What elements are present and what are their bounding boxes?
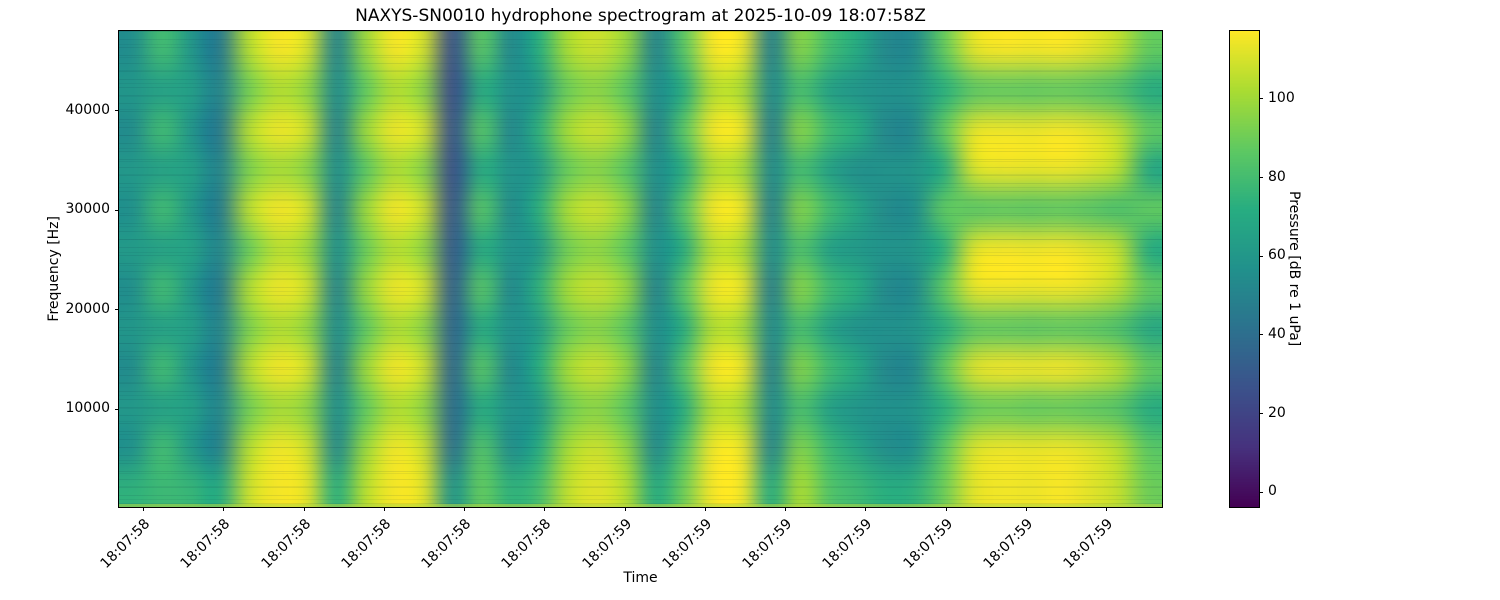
y-tick-mark bbox=[115, 309, 119, 311]
x-tick-label: 18:07:58 bbox=[258, 516, 314, 572]
x-tick-mark bbox=[1106, 507, 1107, 511]
x-tick-mark bbox=[704, 507, 706, 511]
y-tick-mark bbox=[115, 110, 119, 112]
colorbar-tick-mark bbox=[1259, 334, 1263, 336]
chart-title: NAXYS-SN0010 hydrophone spectrogram at 2… bbox=[355, 6, 926, 26]
x-tick-mark bbox=[383, 507, 385, 511]
y-axis-label-text: Frequency [Hz] bbox=[46, 216, 62, 322]
colorbar-label: Pressure [dB re 1 uPa] bbox=[1284, 30, 1304, 508]
colorbar bbox=[1229, 30, 1263, 508]
colorbar-label-text: Pressure [dB re 1 uPa] bbox=[1286, 191, 1302, 347]
x-tick-label: 18:07:59 bbox=[659, 516, 716, 572]
x-tick-mark bbox=[865, 507, 867, 511]
colorbar-tick-mark bbox=[1259, 491, 1263, 493]
x-tick-mark bbox=[464, 507, 465, 511]
x-tick-label: 18:07:59 bbox=[980, 516, 1037, 572]
colorbar-tick-mark bbox=[1259, 177, 1263, 179]
x-tick-label: 18:07:59 bbox=[579, 516, 635, 572]
colorbar-tick-label: 0 bbox=[1268, 483, 1277, 500]
x-tick-label: 18:07:58 bbox=[338, 516, 395, 572]
colorbar-tick-mark bbox=[1259, 98, 1263, 100]
x-axis-label: Time bbox=[623, 570, 658, 586]
colorbar-tick-mark bbox=[1259, 413, 1263, 415]
spectrogram-image bbox=[119, 31, 1162, 507]
x-tick-mark bbox=[945, 507, 947, 511]
x-tick-label: 18:07:59 bbox=[900, 516, 956, 572]
y-axis-label: Frequency [Hz] bbox=[44, 30, 64, 508]
x-tick-label: 18:07:58 bbox=[97, 516, 154, 572]
x-tick-label: 18:07:59 bbox=[739, 516, 796, 572]
x-tick-label: 18:07:59 bbox=[1060, 516, 1117, 572]
x-tick-label: 18:07:58 bbox=[498, 516, 555, 572]
x-tick-label: 18:07:59 bbox=[819, 516, 876, 572]
x-tick-label: 18:07:58 bbox=[418, 516, 475, 572]
x-tick-mark bbox=[785, 507, 786, 511]
x-tick-mark bbox=[303, 507, 305, 511]
x-tick-mark bbox=[624, 507, 626, 511]
y-tick-mark bbox=[115, 209, 119, 211]
x-tick-label: 18:07:58 bbox=[177, 516, 234, 572]
x-tick-mark bbox=[223, 507, 225, 511]
y-tick-mark bbox=[115, 408, 119, 410]
x-tick-mark bbox=[1025, 507, 1027, 511]
colorbar-gradient bbox=[1230, 31, 1259, 507]
plot-area bbox=[115, 30, 1163, 511]
colorbar-tick-mark bbox=[1259, 255, 1263, 257]
x-tick-mark bbox=[544, 507, 546, 511]
x-tick-mark bbox=[143, 507, 144, 511]
